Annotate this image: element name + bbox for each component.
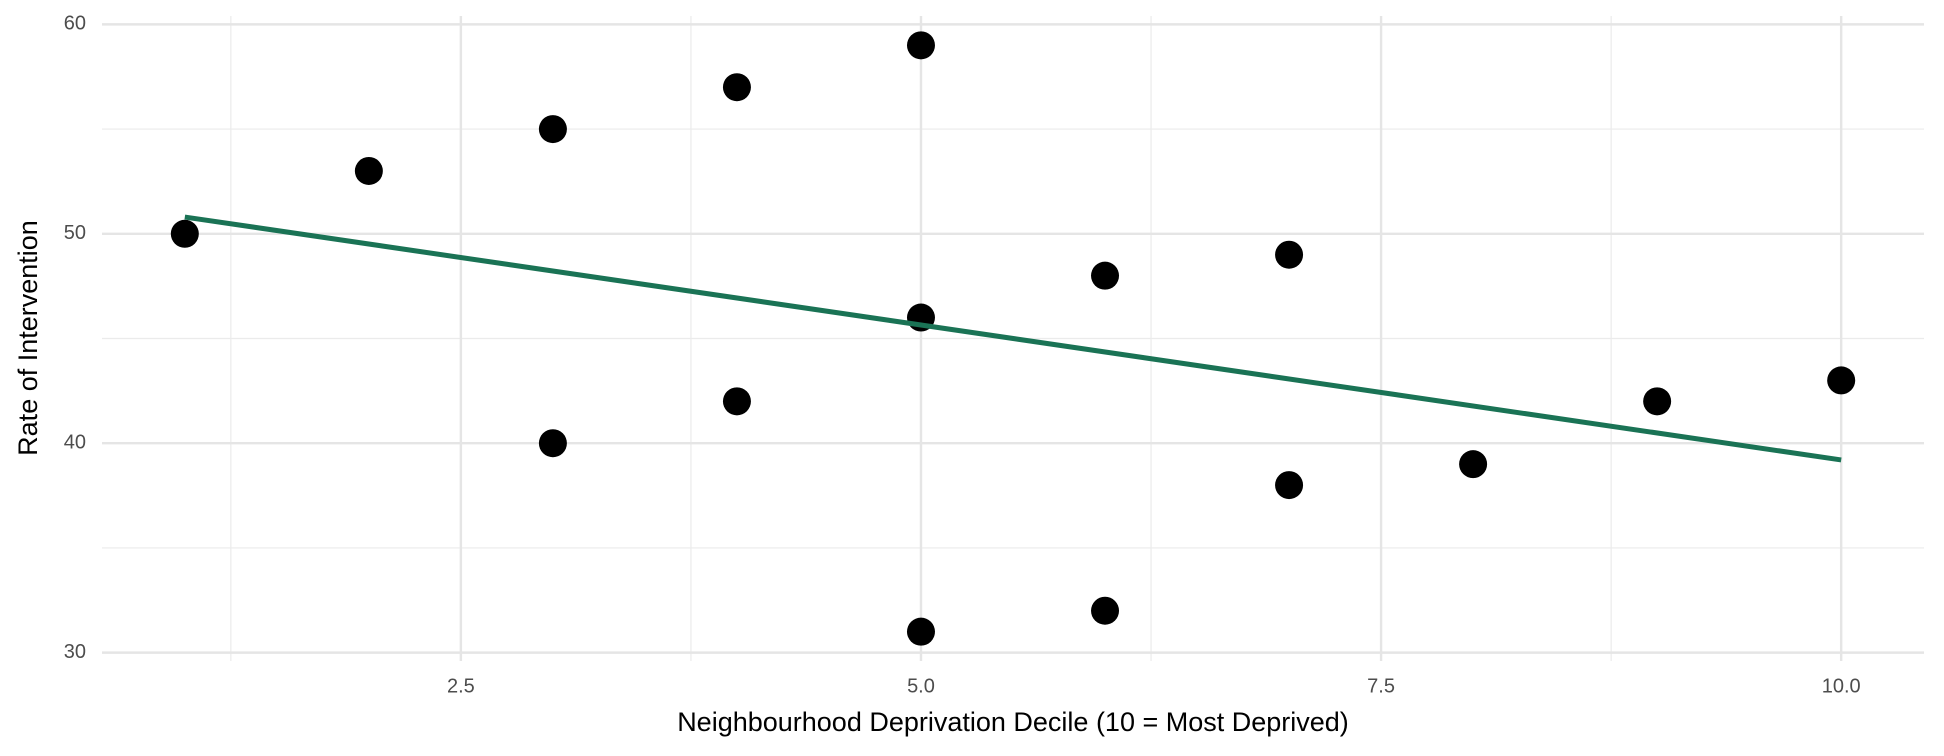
point bbox=[538, 429, 567, 458]
y-tick-label: 30 bbox=[64, 641, 86, 663]
y-tick-label: 40 bbox=[64, 431, 86, 453]
point bbox=[1459, 450, 1488, 479]
point bbox=[354, 156, 383, 185]
point bbox=[722, 73, 751, 102]
x-axis-title: Neighbourhood Deprivation Decile (10 = M… bbox=[677, 707, 1349, 737]
x-tick-label: 7.5 bbox=[1367, 675, 1395, 697]
x-tick-label: 5.0 bbox=[907, 675, 935, 697]
point bbox=[906, 31, 935, 60]
point bbox=[170, 219, 199, 248]
point bbox=[538, 115, 567, 144]
point bbox=[722, 387, 751, 416]
point bbox=[1275, 240, 1304, 269]
y-tick-label: 50 bbox=[64, 222, 86, 244]
x-tick-label: 2.5 bbox=[447, 675, 475, 697]
trend-line bbox=[184, 214, 1842, 463]
point bbox=[1275, 471, 1304, 500]
point bbox=[1643, 387, 1672, 416]
point bbox=[906, 617, 935, 646]
point bbox=[1091, 596, 1120, 625]
y-axis-title: Rate of Intervention bbox=[13, 220, 43, 456]
point bbox=[1827, 366, 1856, 395]
point bbox=[1091, 261, 1120, 290]
y-tick-label: 60 bbox=[64, 13, 86, 35]
x-tick-label: 10.0 bbox=[1822, 675, 1861, 697]
